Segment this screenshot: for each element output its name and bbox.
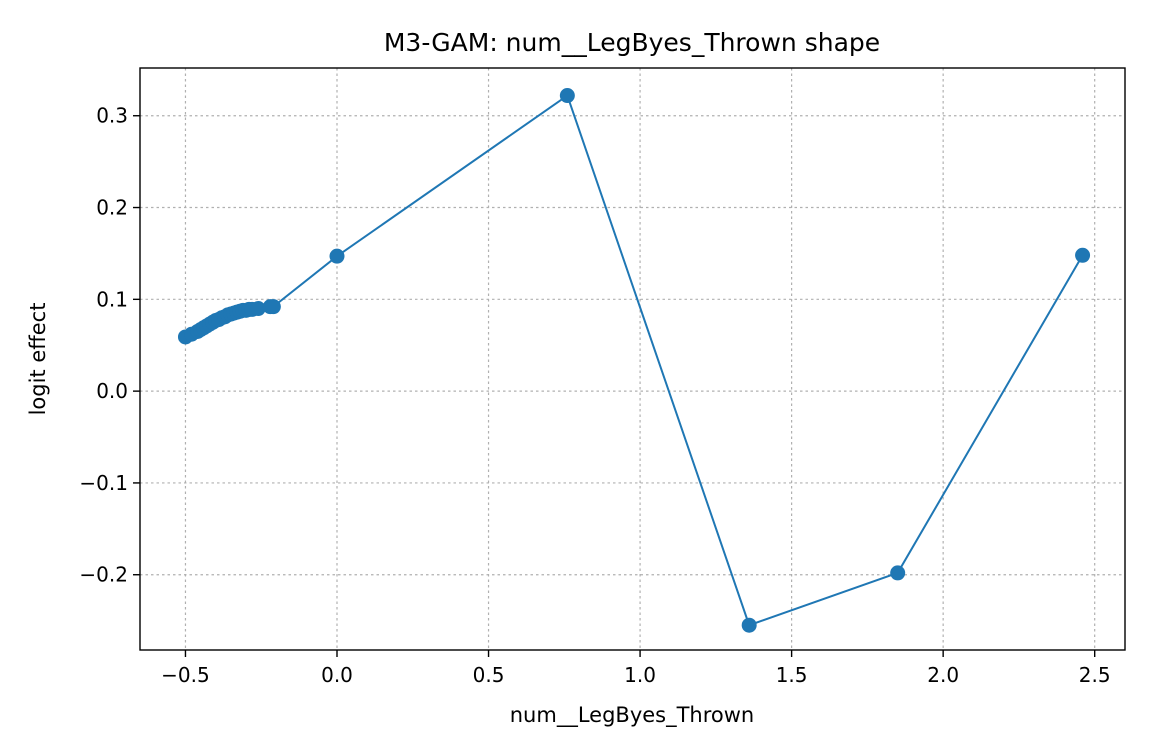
- y-axis-label: logit effect: [26, 303, 50, 416]
- data-point: [890, 565, 906, 581]
- x-tick-label: 1.5: [776, 663, 808, 687]
- x-axis: −0.5 0.0 0.5 1.0 1.5 2.0 2.5: [161, 650, 1111, 687]
- y-tick-label: 0.0: [96, 379, 128, 403]
- data-point: [329, 248, 345, 264]
- series-group: [177, 88, 1091, 633]
- y-tick-label: −0.2: [79, 563, 128, 587]
- x-axis-label: num__LegByes_Thrown: [510, 703, 755, 728]
- x-tick-label: −0.5: [161, 663, 210, 687]
- y-tick-label: 0.2: [96, 196, 128, 220]
- chart-title: M3-GAM: num__LegByes_Thrown shape: [384, 28, 880, 57]
- y-tick-label: 0.3: [96, 104, 128, 128]
- grid: [140, 68, 1125, 650]
- data-point: [741, 617, 757, 633]
- data-point: [250, 301, 266, 317]
- x-tick-label: 0.5: [473, 663, 505, 687]
- x-tick-label: 2.5: [1079, 663, 1111, 687]
- data-point: [265, 299, 281, 315]
- x-tick-label: 1.0: [624, 663, 656, 687]
- data-point: [1075, 247, 1091, 263]
- series-line: [185, 93, 1084, 627]
- y-axis: −0.2 −0.1 0.0 0.1 0.2 0.3: [79, 104, 140, 587]
- data-point: [559, 88, 575, 104]
- x-tick-label: 2.0: [927, 663, 959, 687]
- y-tick-label: −0.1: [79, 471, 128, 495]
- y-tick-label: 0.1: [96, 287, 128, 311]
- x-tick-label: 0.0: [321, 663, 353, 687]
- plot-frame: [139, 67, 1126, 651]
